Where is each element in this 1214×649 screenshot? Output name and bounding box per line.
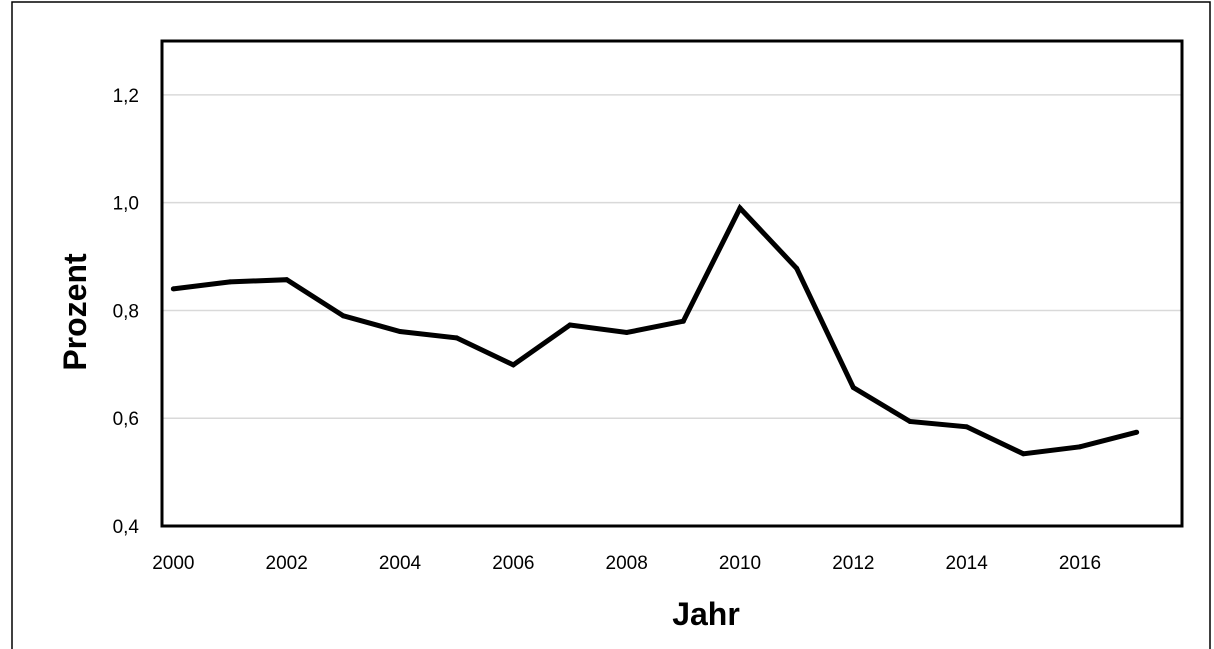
data-point [340, 313, 346, 319]
data-point [624, 330, 630, 336]
data-point [397, 328, 403, 334]
y-tick-label: 0,4 [113, 517, 140, 538]
data-point [284, 277, 290, 283]
data-point [1020, 451, 1026, 457]
data-point [227, 279, 233, 285]
x-tick-label: 2004 [379, 553, 422, 574]
data-point [964, 424, 970, 430]
data-point [510, 362, 516, 368]
x-axis-ticks: 2000 2002 2004 2006 2008 2010 2012 2014 2016 [152, 553, 1101, 574]
y-tick-label: 0,6 [113, 409, 139, 430]
data-point [907, 418, 913, 424]
outer-border [11, 1, 1211, 649]
data-point [1077, 444, 1083, 450]
data-point [737, 205, 743, 211]
x-tick-label: 2006 [492, 553, 534, 574]
y-axis-title: Prozent [57, 253, 93, 371]
data-point [1134, 429, 1140, 435]
plot-frame [160, 39, 1184, 528]
x-tick-label: 2008 [606, 553, 648, 574]
data-point [170, 286, 176, 292]
x-axis-title: Jahr [672, 596, 740, 632]
y-tick-label: 0,8 [113, 301, 139, 322]
series-layer [170, 203, 1140, 457]
data-point [454, 335, 460, 341]
grid-lines [162, 94, 1182, 419]
x-tick-label: 2010 [719, 553, 761, 574]
y-tick-label: 1,2 [113, 86, 139, 107]
series-line-0 [172, 203, 1138, 457]
data-point [850, 385, 856, 391]
data-point [794, 265, 800, 271]
y-tick-label: 1,0 [113, 194, 139, 215]
x-tick-label: 2012 [832, 553, 874, 574]
x-tick-label: 2002 [266, 553, 308, 574]
data-point [567, 322, 573, 328]
x-tick-label: 2014 [946, 553, 989, 574]
y-axis-ticks: 0,4 0,6 0,8 1,0 1,2 [113, 86, 140, 538]
x-tick-label: 2000 [152, 553, 194, 574]
x-tick-label: 2016 [1059, 553, 1101, 574]
data-point [680, 318, 686, 324]
